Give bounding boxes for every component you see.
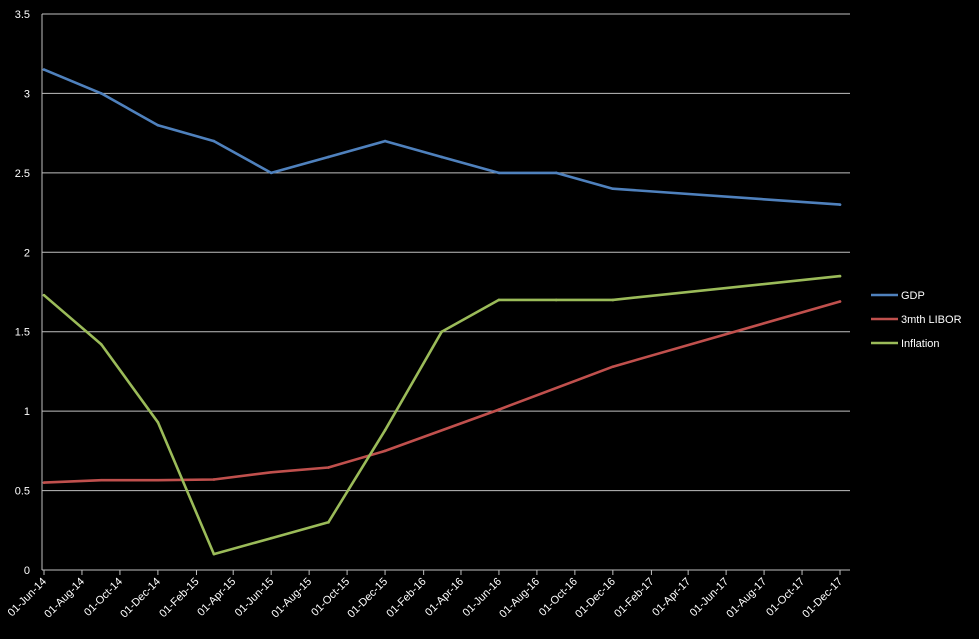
x-tick-label: 01-Feb-15	[157, 576, 201, 620]
data-point	[99, 478, 103, 482]
y-tick-label: 2	[24, 247, 30, 259]
data-point	[497, 408, 501, 411]
data-point	[156, 478, 160, 482]
series-line-1	[42, 68, 842, 206]
x-tick-label: 01-Aug-14	[42, 576, 87, 621]
legend-label: 3mth LIBOR	[901, 314, 962, 326]
data-point	[269, 471, 273, 474]
x-tick-label: 01-Aug-15	[269, 576, 314, 621]
data-point	[42, 293, 46, 297]
data-point	[42, 481, 46, 484]
data-point	[327, 155, 330, 159]
data-point	[554, 171, 558, 175]
y-tick-label: 3	[24, 88, 30, 100]
x-axis-ticks: 01-Jun-1401-Aug-1401-Oct-1401-Dec-1401-F…	[6, 570, 845, 621]
data-point	[611, 187, 615, 191]
series-line-2	[42, 300, 842, 484]
series-line-3	[42, 274, 842, 556]
data-point	[383, 428, 387, 432]
legend-label: Inflation	[901, 338, 940, 350]
data-point	[156, 420, 160, 424]
data-point	[440, 330, 443, 334]
data-point	[212, 478, 216, 481]
x-tick-label: 01-Dec-15	[345, 576, 390, 621]
data-point	[212, 139, 216, 143]
data-point	[212, 552, 216, 556]
data-point	[327, 521, 330, 524]
y-tick-label: 0.5	[15, 486, 30, 498]
data-point	[42, 68, 46, 71]
legend: GDP 3mth LIBOR Inflation	[871, 290, 962, 350]
data-point	[838, 274, 842, 278]
data-point	[269, 536, 273, 540]
legend-label: GDP	[901, 290, 925, 302]
y-tick-label: 1.5	[15, 327, 30, 339]
data-point	[156, 123, 160, 127]
data-point	[838, 203, 842, 206]
y-tick-label: 1	[24, 406, 30, 418]
axes	[41, 14, 850, 571]
x-tick-label: 01-Aug-17	[724, 576, 769, 621]
data-point	[838, 300, 842, 303]
gridlines	[42, 13, 850, 492]
data-point	[611, 298, 615, 302]
y-tick-label: 0	[24, 565, 30, 577]
x-tick-label: 01-Dec-14	[118, 576, 163, 621]
data-point	[269, 171, 273, 175]
data-point	[440, 155, 443, 159]
x-tick-label: 01-Aug-16	[497, 576, 542, 621]
x-tick-label: 01-Dec-16	[573, 576, 618, 621]
y-axis-ticks: 0 0.5 1 1.5 2 2.5 3 3.5	[15, 9, 30, 577]
data-point	[611, 365, 615, 368]
data-point	[383, 139, 387, 143]
x-tick-label: 01-Feb-17	[612, 576, 656, 620]
data-point	[327, 466, 330, 469]
data-point	[554, 298, 558, 302]
data-point	[497, 171, 501, 175]
y-tick-label: 2.5	[15, 168, 30, 180]
x-tick-label: 01-Dec-17	[800, 576, 845, 621]
y-tick-label: 3.5	[15, 9, 30, 21]
data-point	[383, 449, 387, 453]
data-point	[497, 298, 501, 302]
series-lines	[42, 68, 842, 556]
x-tick-label: 01-Apr-15	[195, 576, 238, 619]
x-tick-label: 01-Apr-16	[423, 576, 466, 619]
x-tick-label: 01-Feb-16	[384, 576, 428, 620]
x-tick-label: 01-Apr-17	[650, 576, 693, 619]
data-point	[99, 343, 103, 346]
data-point	[99, 92, 103, 95]
